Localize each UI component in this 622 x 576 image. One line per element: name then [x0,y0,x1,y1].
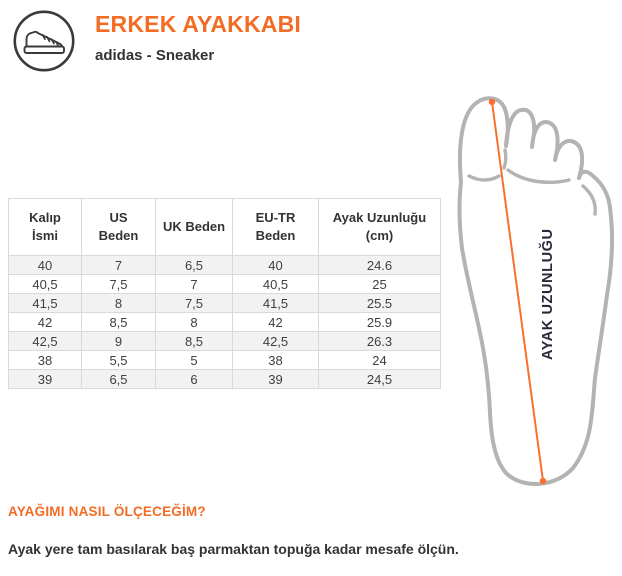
table-cell: 6,5 [155,255,233,275]
column-header: Kalıp İsmi [8,198,82,256]
table-cell: 8 [81,293,156,313]
page-subtitle: adidas - Sneaker [95,47,215,64]
measurement-endpoint-dot [488,98,496,106]
table-cell: 42 [8,312,82,332]
foot-outline [457,96,614,487]
foot-diagram: AYAK UZUNLUĞU [445,88,617,492]
table-cell: 42,5 [8,331,82,351]
table-cell: 6,5 [81,369,156,389]
howto-heading: AYAĞIMI NASIL ÖLÇECEĞİM? [8,504,206,519]
table-row: 40 7 6,5 40 24.6 [8,255,441,275]
table-cell: 24,5 [318,369,441,389]
column-header: US Beden [81,198,156,256]
toe-crease [506,168,571,184]
size-table: Kalıp İsmi US Beden UK Beden EU-TR Beden Aya… [8,198,441,389]
table-cell: 40 [8,255,82,275]
table-cell: 40 [232,255,319,275]
table-cell: 9 [81,331,156,351]
table-cell: 7 [81,255,156,275]
measurement-line [491,101,544,482]
table-cell: 6 [155,369,233,389]
table-cell: 38 [232,350,319,370]
howto-text: Ayak yere tam basılarak baş parmaktan to… [8,541,459,557]
table-row: 38 5,5 5 38 24 [8,350,441,370]
table-cell: 40,5 [8,274,82,294]
table-cell: 8,5 [155,331,233,351]
page-title: ERKEK AYAKKABI [95,11,302,37]
table-row: 40,5 7,5 7 40,5 25 [8,274,441,294]
table-cell: 5 [155,350,233,370]
table-cell: 25.9 [318,312,441,332]
foot-length-label: AYAK UZUNLUĞU [538,228,556,360]
sneaker-icon [13,10,75,72]
column-header: Ayak Uzunluğu (cm) [318,198,441,256]
toe-crease [502,148,508,170]
table-cell: 26.3 [318,331,441,351]
table-row: 42,5 9 8,5 42,5 26.3 [8,331,441,351]
table-cell: 39 [8,369,82,389]
table-cell: 25 [318,274,441,294]
table-cell: 41,5 [232,293,319,313]
table-cell: 41,5 [8,293,82,313]
table-cell: 8,5 [81,312,156,332]
table-cell: 24.6 [318,255,441,275]
column-header: EU-TR Beden [232,198,319,256]
table-row: 42 8,5 8 42 25.9 [8,312,441,332]
table-cell: 25.5 [318,293,441,313]
table-cell: 8 [155,312,233,332]
table-cell: 39 [232,369,319,389]
measurement-endpoint-dot [539,477,547,485]
table-cell: 7,5 [81,274,156,294]
table-cell: 7 [155,274,233,294]
size-table-header-row: Kalıp İsmi US Beden UK Beden EU-TR Beden Aya… [8,198,441,256]
table-cell: 5,5 [81,350,156,370]
column-header: UK Beden [155,198,233,256]
table-row: 41,5 8 7,5 41,5 25.5 [8,293,441,313]
table-row: 39 6,5 6 39 24,5 [8,369,441,389]
table-cell: 40,5 [232,274,319,294]
table-cell: 7,5 [155,293,233,313]
toe-crease [581,184,597,216]
table-cell: 24 [318,350,441,370]
size-table-body: 40 7 6,5 40 24.6 40,5 7,5 7 40,5 25 41,5 8 7,5 41,5 25… [8,255,441,389]
toe-crease [467,174,501,182]
table-cell: 42,5 [232,331,319,351]
table-cell: 38 [8,350,82,370]
table-cell: 42 [232,312,319,332]
